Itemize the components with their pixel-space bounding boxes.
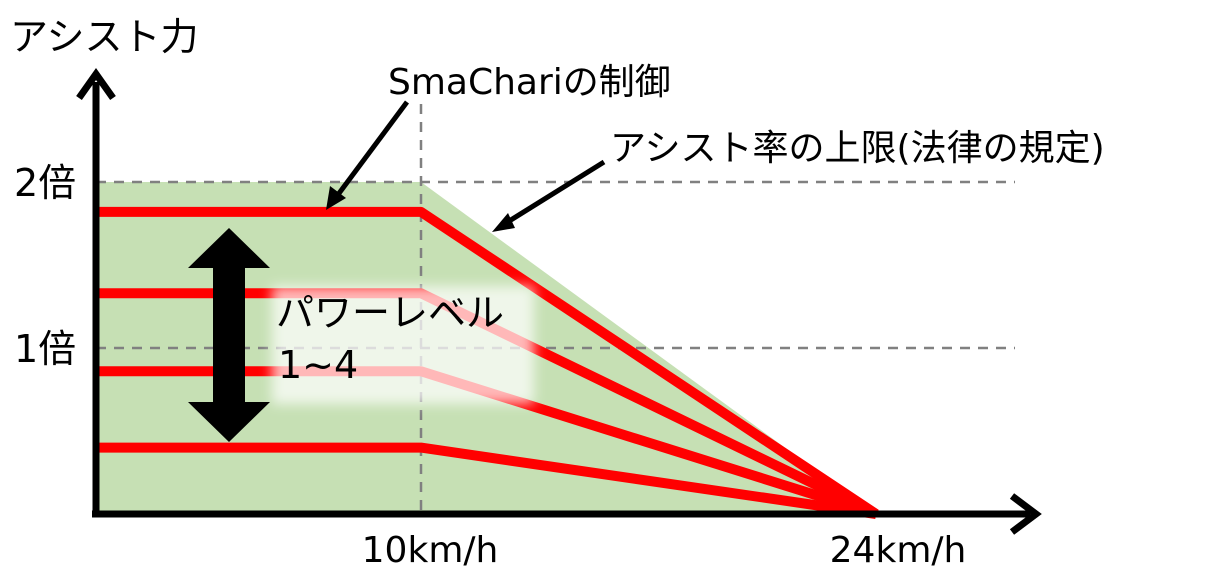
control-label: SmaChariの制御	[388, 62, 671, 103]
x-tick-label-10kmh: 10km/h	[362, 530, 499, 571]
control-callout-arrow	[334, 100, 410, 198]
power-level-line-4	[96, 442, 877, 519]
y-axis-arrowhead-icon	[76, 67, 116, 101]
double-arrow-icon	[188, 228, 270, 442]
limit-callout-arrowhead-icon	[492, 213, 515, 232]
y-tick-label-2x: 2倍	[14, 161, 76, 205]
power-level-line-1	[96, 206, 879, 519]
y-axis-title: アシスト力	[10, 15, 198, 59]
power-level-range-label: 1~4	[278, 343, 358, 387]
power-level-label: パワーレベル	[276, 291, 504, 335]
control-callout-arrowhead-icon	[326, 186, 346, 210]
x-tick-label-24kmh: 24km/h	[830, 530, 967, 571]
limit-callout-arrow	[504, 159, 606, 226]
power-level-label-backdrop	[272, 286, 534, 404]
x-axis-arrowhead-icon	[1009, 493, 1042, 535]
limit-label: アシスト率の上限(法律の規定)	[610, 128, 1105, 169]
y-tick-label-1x: 1倍	[14, 327, 76, 371]
